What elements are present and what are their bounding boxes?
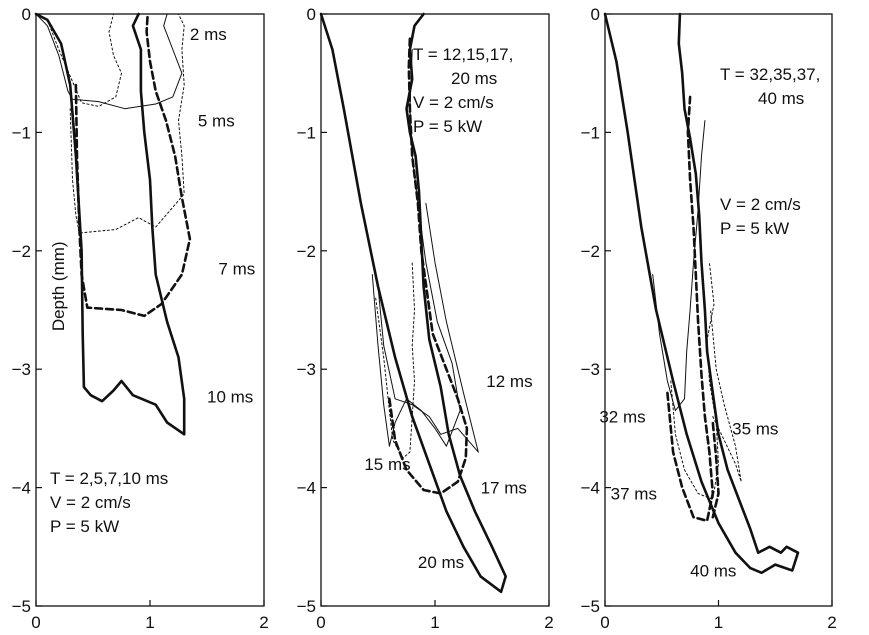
- y-tick-label: −5: [12, 597, 31, 616]
- y-tick-label: −4: [297, 479, 316, 498]
- y-tick-label: −5: [297, 597, 316, 616]
- x-tick-label: 0: [600, 613, 609, 632]
- curve-label: 15 ms: [364, 455, 410, 474]
- curve-label: 32 ms: [599, 407, 645, 426]
- x-tick-label: 0: [316, 613, 325, 632]
- x-tick-label: 1: [430, 613, 439, 632]
- x-tick-label: 2: [259, 613, 268, 632]
- annotation-line: T = 2,5,7,10 ms: [50, 469, 168, 488]
- y-tick-label: −1: [581, 123, 600, 142]
- series-line: [711, 421, 720, 519]
- annotation-line: T = 12,15,17,: [413, 45, 513, 64]
- curve-label: 2 ms: [190, 25, 227, 44]
- y-tick-label: −3: [297, 360, 316, 379]
- curve-label: 17 ms: [481, 479, 527, 498]
- y-tick-label: −2: [581, 242, 600, 261]
- curve-label: 10 ms: [207, 387, 253, 406]
- series-line: [35, 13, 183, 110]
- y-tick-label: −1: [12, 123, 31, 142]
- x-tick-label: 1: [145, 613, 154, 632]
- curve-label: 12 ms: [486, 372, 532, 391]
- series-line: [670, 262, 719, 500]
- x-tick-label: 0: [31, 613, 40, 632]
- y-tick-label: −1: [297, 123, 316, 142]
- y-tick-label: 0: [307, 5, 316, 24]
- x-tick-label: 2: [827, 613, 836, 632]
- annotation-line: P = 5 kW: [413, 117, 482, 136]
- series-line: [319, 12, 507, 594]
- x-tick-label: 2: [544, 613, 553, 632]
- series-line: [69, 13, 185, 234]
- y-tick-label: 0: [22, 5, 31, 24]
- series-line: [35, 13, 122, 107]
- curve-label: 7 ms: [218, 259, 255, 278]
- y-tick-label: −4: [581, 479, 600, 498]
- series-line: [603, 12, 800, 575]
- curve-label: 35 ms: [732, 419, 778, 438]
- annotation-line: T = 32,35,37,: [720, 65, 820, 84]
- series-line: [652, 120, 706, 412]
- curve-label: 5 ms: [198, 111, 235, 130]
- series-line: [666, 95, 715, 523]
- annotation-line: 20 ms: [451, 69, 497, 88]
- y-tick-label: −3: [581, 360, 600, 379]
- annotation-line: V = 2 cm/s: [50, 493, 131, 512]
- curve-label: 20 ms: [418, 553, 464, 572]
- x-tick-label: 1: [714, 613, 723, 632]
- series-line: [375, 262, 415, 459]
- y-tick-label: −4: [12, 479, 31, 498]
- annotation-line: 40 ms: [758, 89, 804, 108]
- curve-label: 37 ms: [611, 484, 657, 503]
- series-line: [34, 12, 186, 436]
- curve-label: 40 ms: [690, 561, 736, 580]
- y-tick-label: −2: [12, 242, 31, 261]
- series-line: [388, 36, 469, 495]
- series-line: [710, 309, 742, 483]
- y-axis-label: Depth (mm): [49, 241, 68, 331]
- series-line: [74, 12, 192, 318]
- y-tick-label: −5: [581, 597, 600, 616]
- y-tick-label: 0: [591, 5, 600, 24]
- y-tick-label: −3: [12, 360, 31, 379]
- annotation-line: V = 2 cm/s: [413, 93, 494, 112]
- annotation-line: V = 2 cm/s: [720, 195, 801, 214]
- y-tick-label: −2: [297, 242, 316, 261]
- annotation-line: P = 5 kW: [50, 517, 119, 536]
- annotation-line: P = 5 kW: [720, 219, 789, 238]
